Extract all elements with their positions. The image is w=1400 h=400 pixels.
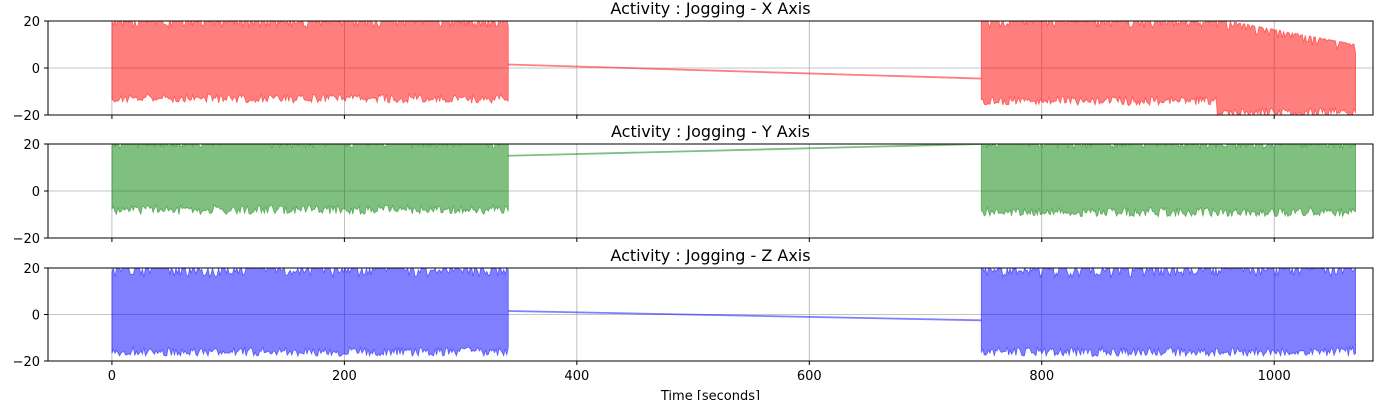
signal-group (111, 144, 1356, 219)
y-tick-label-1: 0 (32, 309, 40, 324)
y-tick-label-1: 0 (32, 62, 40, 77)
signal-segment-0 (111, 144, 509, 216)
signal-segment-0 (111, 21, 509, 105)
x-tick-label-5: 1000 (1258, 369, 1291, 384)
x-tick-label-0: 0 (108, 369, 116, 384)
y-tick-label-0: 20 (23, 15, 40, 30)
x-tick-label-4: 800 (1029, 369, 1054, 384)
x-axis-label: Time [seconds] (660, 389, 760, 400)
subplot-0: Activity : Jogging - X Axis 20 0 −20 (13, 0, 1374, 124)
chart-title: Activity : Jogging - X Axis (610, 0, 810, 18)
x-tick-label-3: 600 (797, 369, 822, 384)
x-tick-label-1: 200 (332, 369, 357, 384)
y-tick-label-2: −20 (13, 355, 40, 370)
signal-group (111, 21, 1356, 115)
signal-bridge (508, 144, 982, 157)
y-tick-label-0: 20 (23, 138, 40, 153)
signal-group (111, 268, 1356, 358)
signal-segment-0 (111, 268, 509, 358)
x-tick-label-2: 400 (564, 369, 589, 384)
y-tick-label-1: 0 (32, 185, 40, 200)
chart-title: Activity : Jogging - Y Axis (611, 122, 810, 141)
subplot-1: Activity : Jogging - Y Axis 20 0 −20 (13, 122, 1374, 247)
y-tick-label-0: 20 (23, 262, 40, 277)
signal-segment-1 (980, 268, 1356, 358)
signal-segment-1 (980, 144, 1356, 219)
chart-title: Activity : Jogging - Z Axis (610, 246, 810, 265)
y-tick-label-2: −20 (13, 232, 40, 247)
signal-bridge (508, 310, 982, 322)
signal-segment-1 (980, 21, 1356, 115)
y-tick-label-2: −20 (13, 109, 40, 124)
signal-bridge (508, 63, 982, 80)
